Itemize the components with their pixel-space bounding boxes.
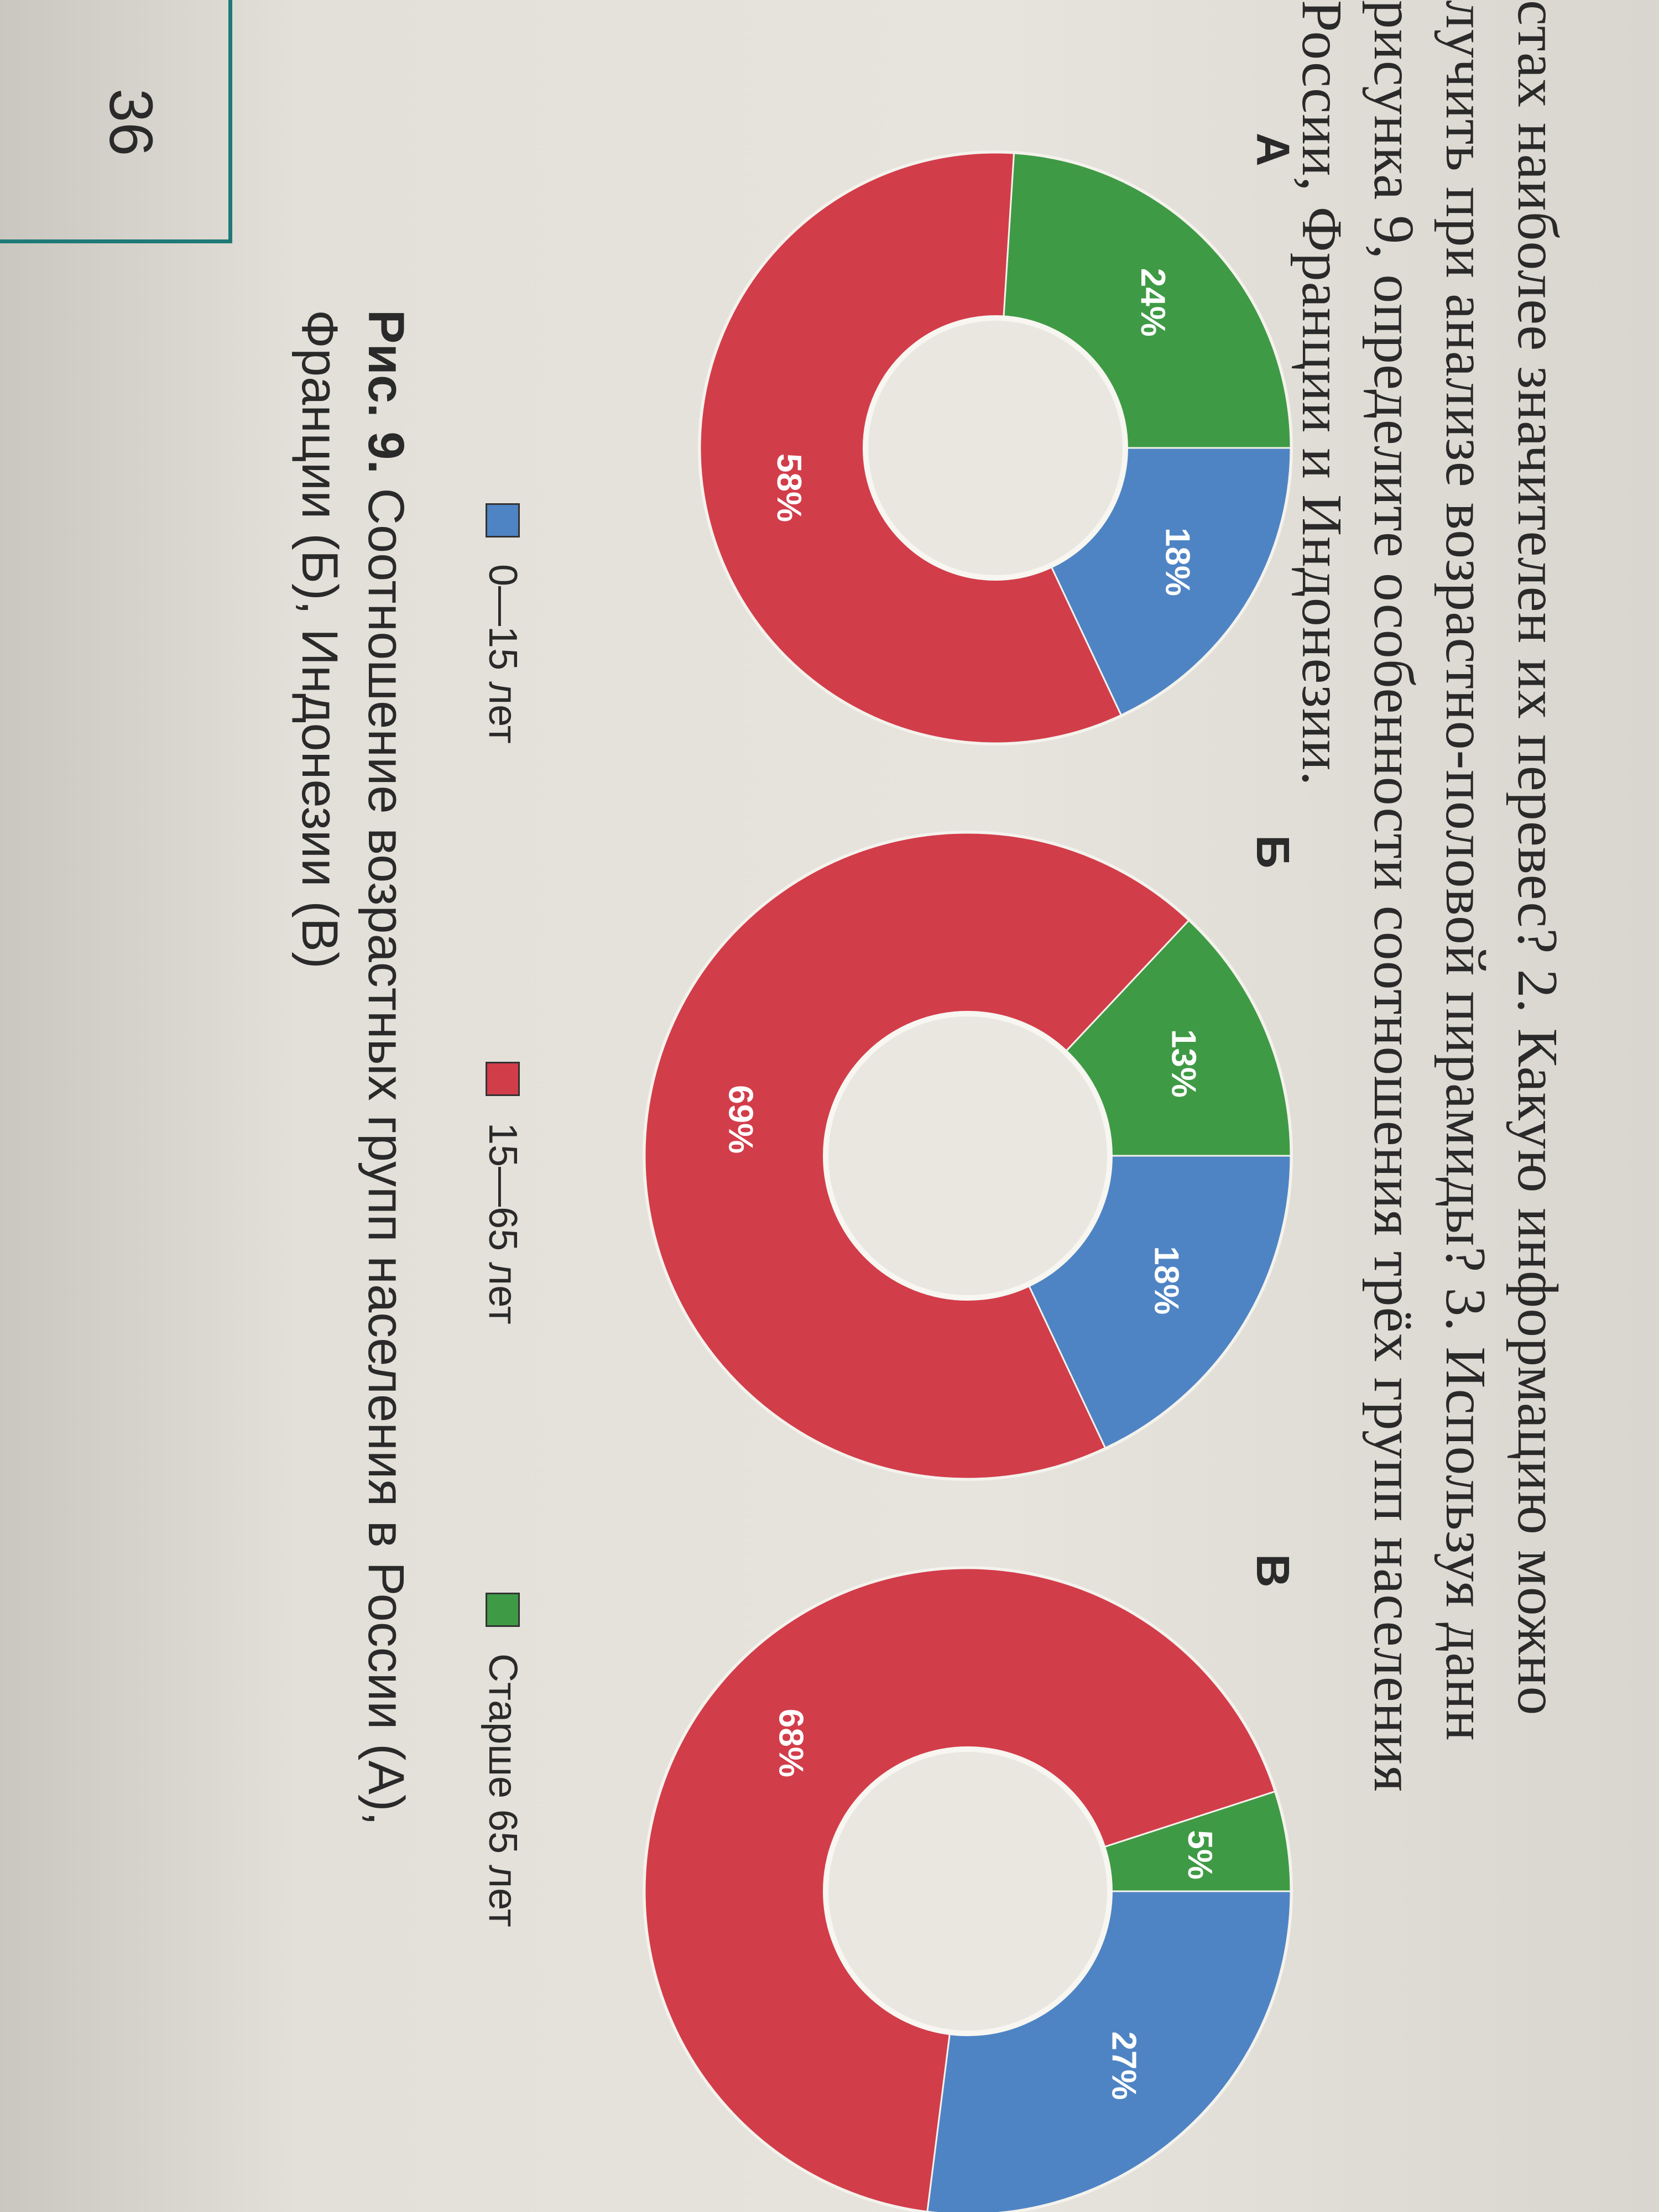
label-65-plus: 24%: [1134, 268, 1172, 337]
label-0-15: 18%: [1158, 528, 1196, 596]
label-15-65: 69%: [721, 1085, 759, 1154]
legend-label-65-plus: Старше 65 лет: [481, 1653, 525, 1927]
figure-caption-prefix: Рис. 9.: [358, 310, 414, 474]
label-0-15: 18%: [1147, 1246, 1186, 1314]
donut-hole: [863, 315, 1128, 581]
body-text-line-2: лучить при анализе возрастно-половой пир…: [1434, 0, 1498, 1741]
page-number: 36: [97, 88, 165, 156]
body-text-line-1: стах наиболее значителен их перевес? 2. …: [1506, 0, 1569, 1716]
donut-hole: [823, 1746, 1113, 2036]
legend-swatch-green: [486, 1593, 520, 1627]
donut-chart-russia: 24% 18% 58%: [698, 150, 1293, 745]
label-15-65: 58%: [770, 453, 808, 522]
label-65-plus: 13%: [1165, 1029, 1203, 1098]
legend-label-15-65: 15—65 лет: [481, 1123, 525, 1324]
legend-swatch-red: [486, 1062, 520, 1096]
legend-swatch-blue: [486, 503, 520, 538]
body-text-line-4: России, Франции и Индонезии.: [1290, 0, 1354, 786]
label-0-15: 27%: [1105, 2031, 1143, 2100]
legend-item-15-65: 15—65 лет: [480, 1062, 525, 1324]
body-text-line-3: рисунка 9, определите особенности соотно…: [1362, 0, 1426, 1792]
figure-caption-line-1: Рис. 9. Соотношение возрастных групп нас…: [357, 310, 415, 1825]
figure-caption-text-1: Соотношение возрастных групп населения в…: [358, 473, 414, 1826]
label-15-65: 68%: [772, 1709, 810, 1777]
label-65-plus: 5%: [1181, 1830, 1219, 1880]
figure-caption-line-2: Франции (Б), Индонезии (В): [291, 310, 348, 969]
donut-hole: [823, 1011, 1113, 1301]
legend-item-65-plus: Старше 65 лет: [480, 1593, 525, 1927]
legend-item-0-15: 0—15 лет: [480, 503, 525, 744]
donut-chart-france: 13% 18% 69%: [643, 831, 1293, 1481]
legend-label-0-15: 0—15 лет: [481, 564, 525, 744]
donut-chart-indonesia: 5% 27% 68%: [643, 1566, 1293, 2212]
chart-legend: 0—15 лет 15—65 лет Старше 65 лет: [465, 503, 525, 1996]
